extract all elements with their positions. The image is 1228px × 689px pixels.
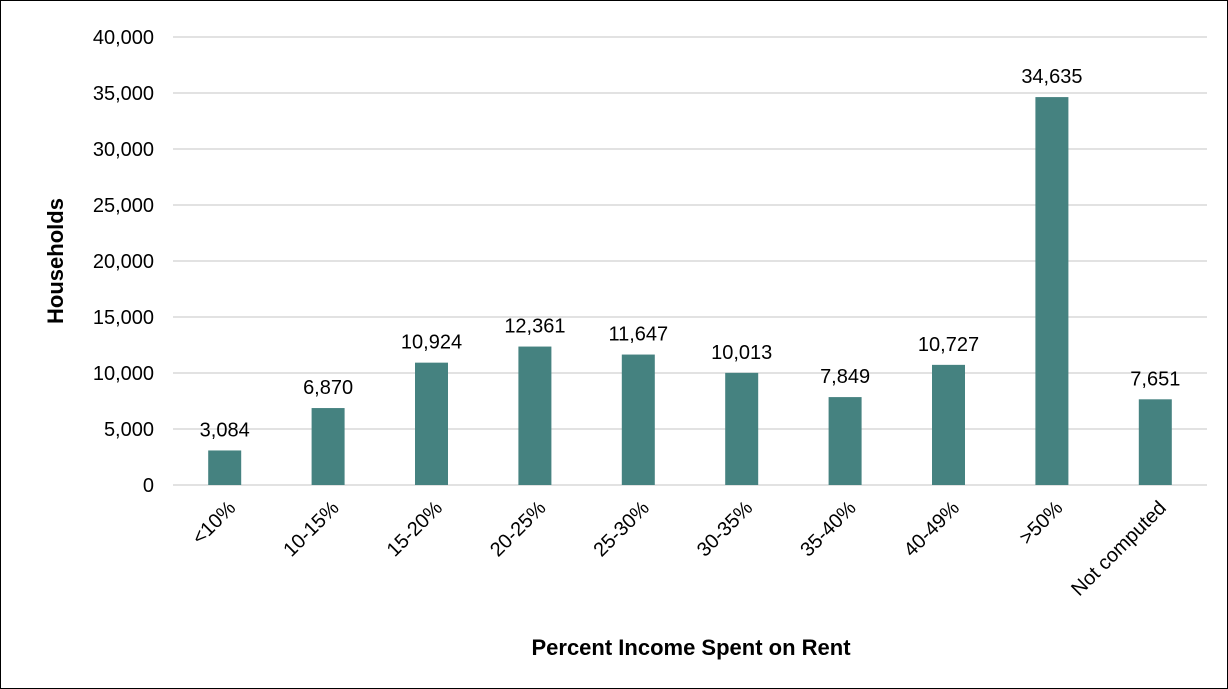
y-tick-label: 40,000 <box>93 27 154 49</box>
x-tick-label: 25-30% <box>590 497 654 561</box>
bar <box>311 408 345 485</box>
data-label: 7,849 <box>820 366 870 388</box>
y-tick-label: 25,000 <box>93 195 154 217</box>
data-label: 10,013 <box>711 342 772 364</box>
x-axis-title: Percent Income Spent on Rent <box>531 635 851 660</box>
x-tick-label: 15-20% <box>383 497 447 561</box>
x-tick-label: 20-25% <box>486 497 550 561</box>
x-tick-label: 35-40% <box>796 497 860 561</box>
y-tick-label: 15,000 <box>93 307 154 329</box>
data-label: 7,651 <box>1130 368 1180 390</box>
data-label: 6,870 <box>303 377 353 399</box>
y-axis-tick-labels: 0 5,000 10,000 15,000 20,000 25,000 30,000 35,0… <box>93 27 154 497</box>
x-tick-label: 30-35% <box>693 497 757 561</box>
x-tick-label: >50% <box>1015 497 1067 549</box>
y-tick-label: 20,000 <box>93 251 154 273</box>
bar <box>932 364 965 485</box>
x-tick-label: <10% <box>188 497 240 549</box>
bars <box>208 97 1172 485</box>
x-tick-label: 10-15% <box>279 497 343 561</box>
y-axis-title: Households <box>43 198 68 324</box>
data-label: 3,084 <box>200 419 250 441</box>
data-labels: 3,084 6,870 10,924 12,361 11,647 10,013 7,849 1… <box>200 66 1181 441</box>
x-tick-label: 40-49% <box>900 497 964 561</box>
data-label: 12,361 <box>504 316 565 338</box>
y-tick-label: 0 <box>143 475 154 497</box>
bar <box>1138 399 1172 485</box>
bar <box>725 372 759 485</box>
data-label: 11,647 <box>608 324 668 346</box>
y-tick-label: 5,000 <box>104 419 154 441</box>
y-tick-label: 35,000 <box>93 83 154 105</box>
y-tick-label: 30,000 <box>93 139 154 161</box>
data-label: 10,924 <box>401 332 462 354</box>
data-label: 34,635 <box>1021 66 1082 88</box>
bar <box>208 450 242 485</box>
y-tick-label: 10,000 <box>93 363 154 385</box>
bar <box>828 397 862 485</box>
x-tick-label: Not computed <box>1067 497 1171 601</box>
bar <box>415 362 448 485</box>
bar <box>1035 97 1069 485</box>
x-axis-tick-labels: <10% 10-15% 15-20% 20-25% 25-30% 30-35% 35-40%… <box>188 497 1171 601</box>
bar <box>621 354 655 485</box>
bar <box>518 346 552 485</box>
data-label: 10,727 <box>918 334 979 356</box>
gridlines <box>173 36 1207 486</box>
